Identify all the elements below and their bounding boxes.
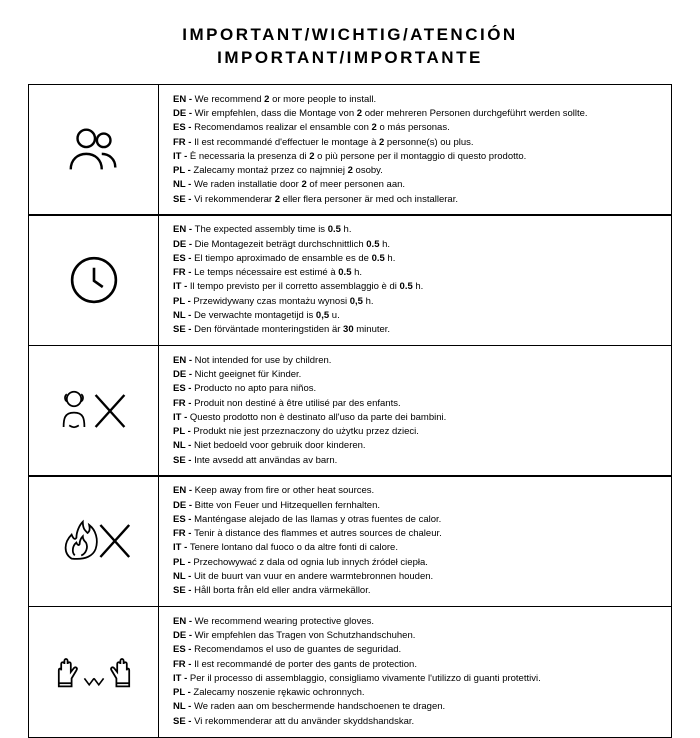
clock-icon	[29, 215, 159, 345]
instruction-line: NL - De verwachte montagetijd is 0,5 u.	[173, 309, 661, 323]
instruction-line: PL - Zalecamy montaż przez co najmniej 2…	[173, 164, 661, 178]
instruction-line: PL - Zalecamy noszenie rękawic ochronnyc…	[173, 686, 661, 700]
instruction-row: EN - We recommend wearing protective glo…	[28, 606, 672, 738]
instruction-text: EN - We recommend 2 or more people to in…	[159, 85, 671, 215]
instruction-line: SE - Vi rekommenderar 2 eller flera pers…	[173, 193, 661, 207]
instruction-line: ES - Recomendamos realizar el ensamble c…	[173, 121, 661, 135]
instruction-line: ES - Manténgase alejado de las llamas y …	[173, 513, 661, 527]
instruction-line: SE - Den förväntade monteringstiden är 3…	[173, 323, 661, 337]
instruction-line: FR - Tenir à distance des flammes et aut…	[173, 527, 661, 541]
instruction-line: IT - Questo prodotto non è destinato all…	[173, 411, 661, 425]
page-title: IMPORTANT/WICHTIG/ATENCIÓN IMPORTANT/IMP…	[28, 24, 672, 70]
instruction-line: EN - Keep away from fire or other heat s…	[173, 484, 661, 498]
children-no-icon	[29, 346, 159, 476]
instruction-line: ES - El tiempo aproximado de ensamble es…	[173, 252, 661, 266]
people-icon	[29, 85, 159, 215]
instruction-line: PL - Przewidywany czas montażu wynosi 0,…	[173, 295, 661, 309]
instruction-line: DE - Die Montagezeit beträgt durchschnit…	[173, 238, 661, 252]
instruction-row: EN - The expected assembly time is 0.5 h…	[28, 214, 672, 346]
instruction-line: DE - Nicht geeignet für Kinder.	[173, 368, 661, 382]
instruction-rows: EN - We recommend 2 or more people to in…	[28, 84, 672, 738]
instruction-text: EN - Keep away from fire or other heat s…	[159, 476, 671, 606]
instruction-line: DE - Bitte von Feuer und Hitzequellen fe…	[173, 499, 661, 513]
instruction-line: IT - Tenere lontano dal fuoco o da altre…	[173, 541, 661, 555]
instruction-line: FR - Produit non destiné à être utilisé …	[173, 397, 661, 411]
instruction-line: NL - Uit de buurt van vuur en andere war…	[173, 570, 661, 584]
instruction-line: EN - Not intended for use by children.	[173, 354, 661, 368]
instruction-line: FR - Le temps nécessaire est estimé à 0.…	[173, 266, 661, 280]
title-line-1: IMPORTANT/WICHTIG/ATENCIÓN	[28, 24, 672, 47]
instruction-line: FR - Il est recommandé d'effectuer le mo…	[173, 136, 661, 150]
instruction-row: EN - Keep away from fire or other heat s…	[28, 475, 672, 607]
instruction-line: EN - We recommend wearing protective glo…	[173, 615, 661, 629]
instruction-line: DE - Wir empfehlen, dass die Montage von…	[173, 107, 661, 121]
instruction-line: NL - We raden installatie door 2 of meer…	[173, 178, 661, 192]
instruction-line: PL - Produkt nie jest przeznaczony do uż…	[173, 425, 661, 439]
instruction-row: EN - Not intended for use by children.DE…	[28, 345, 672, 477]
gloves-icon	[29, 607, 159, 737]
title-line-2: IMPORTANT/IMPORTANTE	[28, 47, 672, 70]
instruction-line: ES - Producto no apto para niños.	[173, 382, 661, 396]
instruction-text: EN - The expected assembly time is 0.5 h…	[159, 215, 671, 345]
instruction-line: PL - Przechowywać z dala od ognia lub in…	[173, 556, 661, 570]
instruction-line: NL - We raden aan om beschermende handsc…	[173, 700, 661, 714]
instruction-line: SE - Vi rekommenderar att du använder sk…	[173, 715, 661, 729]
instruction-line: FR - Il est recommandé de porter des gan…	[173, 658, 661, 672]
fire-no-icon	[29, 476, 159, 606]
instruction-line: EN - We recommend 2 or more people to in…	[173, 93, 661, 107]
instruction-line: NL - Niet bedoeld voor gebruik door kind…	[173, 439, 661, 453]
instruction-line: DE - Wir empfehlen das Tragen von Schutz…	[173, 629, 661, 643]
instruction-text: EN - Not intended for use by children.DE…	[159, 346, 671, 476]
instruction-row: EN - We recommend 2 or more people to in…	[28, 84, 672, 216]
instruction-line: IT - Per il processo di assemblaggio, co…	[173, 672, 661, 686]
instruction-line: SE - Håll borta från eld eller andra vär…	[173, 584, 661, 598]
instruction-line: SE - Inte avsedd att användas av barn.	[173, 454, 661, 468]
instruction-line: ES - Recomendamos el uso de guantes de s…	[173, 643, 661, 657]
instruction-text: EN - We recommend wearing protective glo…	[159, 607, 671, 737]
instruction-line: IT - Il tempo previsto per il corretto a…	[173, 280, 661, 294]
instruction-line: IT - È necessaria la presenza di 2 o più…	[173, 150, 661, 164]
instruction-line: EN - The expected assembly time is 0.5 h…	[173, 223, 661, 237]
